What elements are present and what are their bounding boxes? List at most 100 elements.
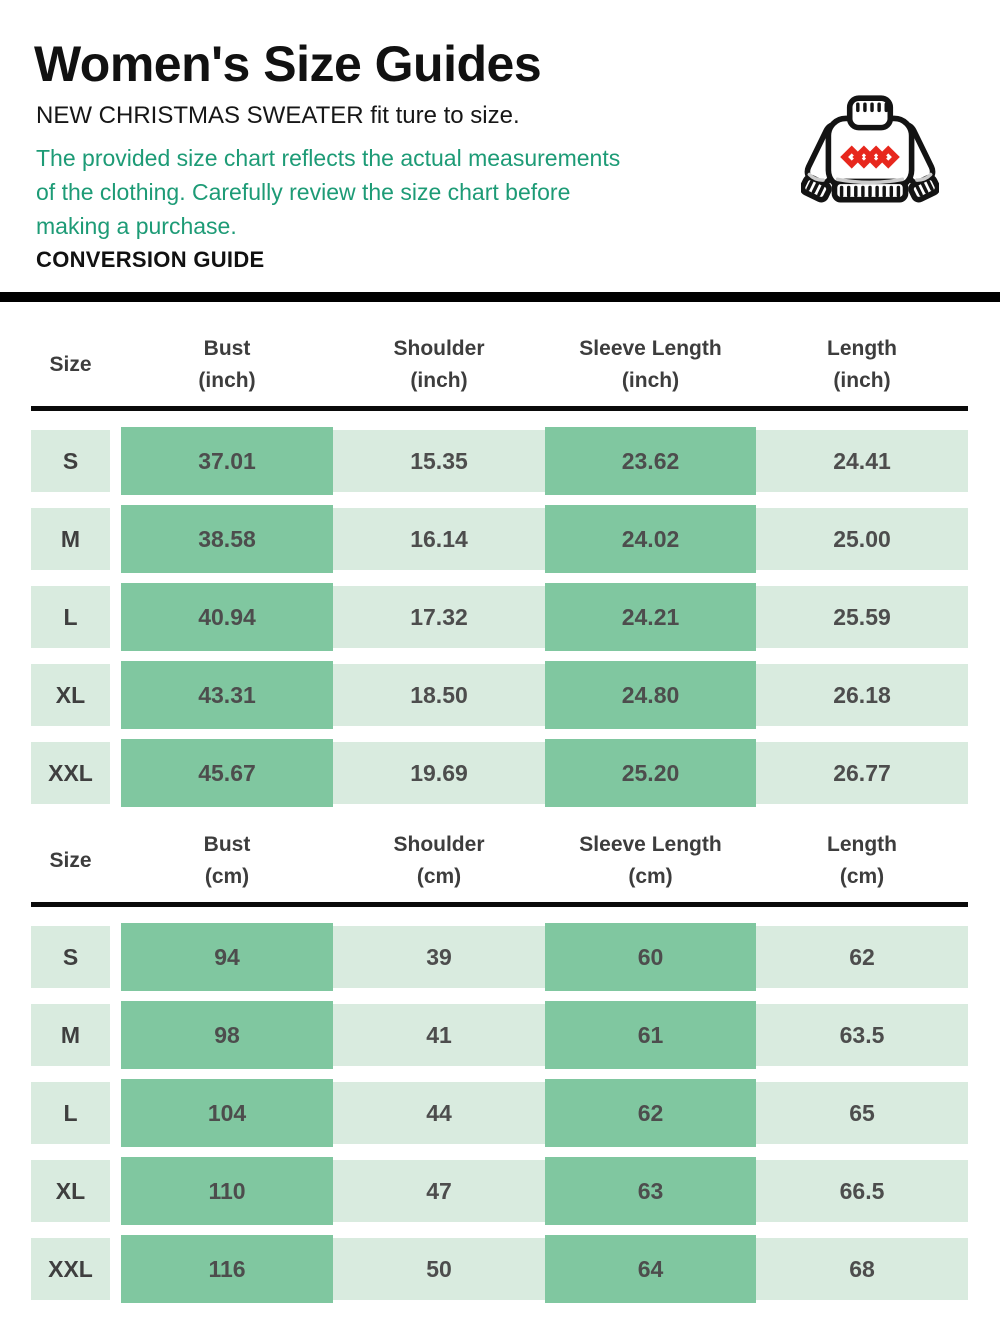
table-header-row: Size Bust (cm) Shoulder (cm) Sleeve Length (cm…: [31, 826, 968, 896]
column-unit: (cm): [628, 865, 673, 888]
size-cell: XL: [31, 664, 110, 726]
size-cell: L: [31, 586, 110, 648]
size-table-inch: Size Bust (inch) Shoulder (inch) Sleeve Lengt…: [31, 330, 968, 820]
value-cell: 66.5: [756, 1160, 968, 1222]
column-header: Bust (inch): [121, 333, 333, 397]
column-header: Sleeve Length (inch): [545, 333, 756, 397]
column-unit: (cm): [416, 865, 462, 888]
value-cell: 63: [545, 1157, 756, 1225]
value-cell: 25.59: [756, 586, 968, 648]
column-header: Size: [31, 349, 110, 381]
value-cell: 62: [756, 926, 968, 988]
size-cell: XXL: [31, 742, 110, 804]
table-row: XL 110 47 63 66.5: [31, 1157, 968, 1225]
value-cell: 64: [545, 1235, 756, 1303]
table-row: XXL 116 50 64 68: [31, 1235, 968, 1303]
value-cell: 98: [121, 1001, 333, 1069]
value-cell: 40.94: [121, 583, 333, 651]
column-header: Length (inch): [756, 333, 968, 397]
value-cell: 116: [121, 1235, 333, 1303]
page-title: Women's Size Guides: [34, 36, 542, 92]
column-name: Shoulder: [393, 833, 485, 856]
table-row: L 104 44 62 65: [31, 1079, 968, 1147]
size-cell: M: [31, 508, 110, 570]
column-name: Length: [827, 833, 897, 856]
size-chart-note: The provided size chart reflects the act…: [36, 141, 620, 243]
value-cell: 16.14: [333, 508, 545, 570]
value-cell: 50: [333, 1238, 545, 1300]
sweater-icon: [801, 95, 939, 203]
value-cell: 63.5: [756, 1004, 968, 1066]
column-name: Shoulder: [393, 337, 485, 360]
fit-note: NEW CHRISTMAS SWEATER fit ture to size.: [36, 102, 520, 129]
column-name: Sleeve Length: [579, 833, 722, 856]
value-cell: 39: [333, 926, 545, 988]
value-cell: 44: [333, 1082, 545, 1144]
value-cell: 41: [333, 1004, 545, 1066]
value-cell: 26.77: [756, 742, 968, 804]
value-cell: 24.41: [756, 430, 968, 492]
size-chart-note-line: of the clothing. Carefully review the si…: [36, 179, 571, 205]
value-cell: 47: [333, 1160, 545, 1222]
size-chart-note-line: making a purchase.: [36, 213, 237, 239]
size-cell: M: [31, 1004, 110, 1066]
table-row: M 98 41 61 63.5: [31, 1001, 968, 1069]
column-name: Sleeve Length: [579, 337, 722, 360]
column-unit: (inch): [410, 369, 468, 392]
value-cell: 18.50: [333, 664, 545, 726]
value-cell: 19.69: [333, 742, 545, 804]
table-body: S 94 39 60 62 M 98 41 61 63.5 L 104 44 62 65 XL 110 47 63 6…: [31, 923, 968, 1303]
diamond-pattern: [840, 145, 900, 169]
size-chart-note-line: The provided size chart reflects the act…: [36, 145, 621, 171]
column-header: Shoulder (inch): [333, 333, 545, 397]
value-cell: 24.80: [545, 661, 756, 729]
value-cell: 62: [545, 1079, 756, 1147]
column-unit: (inch): [198, 369, 256, 392]
size-cell: S: [31, 430, 110, 492]
header-rule: [31, 902, 968, 907]
column-unit: (inch): [621, 369, 680, 392]
column-name: Length: [827, 337, 897, 360]
column-name: Size: [49, 849, 92, 872]
column-unit: (cm): [839, 865, 885, 888]
conversion-guide-label: CONVERSION GUIDE: [36, 247, 265, 272]
value-cell: 65: [756, 1082, 968, 1144]
column-header: Bust (cm): [121, 829, 333, 893]
column-unit: (inch): [833, 369, 891, 392]
column-name: Size: [49, 353, 92, 376]
column-header: Size: [31, 845, 110, 877]
value-cell: 25.00: [756, 508, 968, 570]
value-cell: 24.21: [545, 583, 756, 651]
size-cell: XXL: [31, 1238, 110, 1300]
section-divider: [0, 292, 1000, 302]
value-cell: 26.18: [756, 664, 968, 726]
table-body: S 37.01 15.35 23.62 24.41 M 38.58 16.14 24.02 25.…: [31, 427, 968, 807]
column-unit: (cm): [204, 865, 250, 888]
value-cell: 23.62: [545, 427, 756, 495]
value-cell: 94: [121, 923, 333, 991]
value-cell: 61: [545, 1001, 756, 1069]
value-cell: 24.02: [545, 505, 756, 573]
value-cell: 60: [545, 923, 756, 991]
column-header: Shoulder (cm): [333, 829, 545, 893]
table-row: M 38.58 16.14 24.02 25.00: [31, 505, 968, 573]
value-cell: 37.01: [121, 427, 333, 495]
size-cell: S: [31, 926, 110, 988]
column-name: Bust: [203, 337, 251, 360]
value-cell: 45.67: [121, 739, 333, 807]
size-cell: XL: [31, 1160, 110, 1222]
value-cell: 110: [121, 1157, 333, 1225]
size-table-cm: Size Bust (cm) Shoulder (cm) Sleeve Length (cm…: [31, 826, 968, 1316]
column-header: Length (cm): [756, 829, 968, 893]
table-row: XXL 45.67 19.69 25.20 26.77: [31, 739, 968, 807]
value-cell: 17.32: [333, 586, 545, 648]
column-header: Sleeve Length (cm): [545, 829, 756, 893]
value-cell: 68: [756, 1238, 968, 1300]
table-row: S 37.01 15.35 23.62 24.41: [31, 427, 968, 495]
value-cell: 104: [121, 1079, 333, 1147]
value-cell: 38.58: [121, 505, 333, 573]
size-cell: L: [31, 1082, 110, 1144]
column-name: Bust: [203, 833, 251, 856]
value-cell: 43.31: [121, 661, 333, 729]
